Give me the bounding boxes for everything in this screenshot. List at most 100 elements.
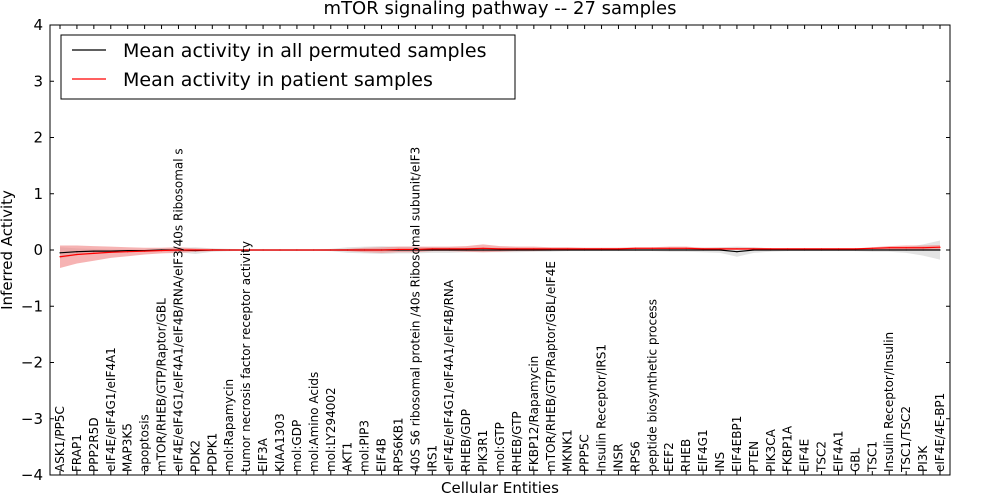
category-label: FKBP1A [781,425,795,472]
point-series-0 [59,252,61,254]
point-series-1 [668,247,670,249]
category-label: mol:GTP [493,422,507,472]
point-series-1 [364,249,366,251]
point-series-0 [787,249,789,251]
point-series-0 [871,249,873,251]
point-series-1 [380,249,383,251]
category-label: EIF4G1 [696,429,710,472]
point-series-0 [533,249,535,251]
category-label: eIF4E/4E-BP1 [933,393,947,472]
y-tick-label: 4 [33,16,43,34]
category-label: FRAP1 [70,434,84,472]
point-series-1 [313,249,315,251]
point-series-0 [584,249,586,251]
y-tick-label: 1 [33,185,43,203]
point-series-0 [110,250,112,252]
point-series-1 [939,246,941,248]
legend-box [60,34,516,100]
point-series-1 [110,251,112,253]
point-series-0 [93,250,95,252]
point-series-0 [753,249,755,251]
legend-label-patient: Mean activity in patient samples [123,69,433,91]
category-label: PIK3CA [764,428,778,472]
category-label: TSC2 [815,441,829,473]
category-label: mTOR/RHEB/GTP/Raptor/GBL [155,298,169,472]
point-series-1 [533,248,535,250]
point-series-1 [482,247,484,249]
y-tick-label: 0 [33,241,43,259]
category-label: tumor necrosis factor receptor activity [239,241,253,472]
category-label: PI3K [916,445,930,472]
x-axis: ASK1/PP5C FRAP1 PPP2R5D eIF4E/eIF4G1/eIF4A1… [53,25,947,475]
category-label: MAP3K5 [121,423,135,472]
point-series-1 [93,252,95,254]
point-series-1 [397,248,400,251]
category-label: EIF4A1 [831,430,845,472]
point-series-1 [76,253,78,256]
point-series-1 [871,247,873,249]
y-axis: −4 −3 −2 −1 0 1 2 3 4 [21,16,950,484]
category-label: INS [713,452,727,472]
point-series-1 [347,249,349,251]
category-label: RPS6KB1 [391,417,405,472]
point-series-1 [736,248,738,250]
point-series-0 [516,249,518,251]
point-series-1 [448,248,450,250]
point-series-1 [59,256,61,258]
category-label: GBL [848,447,862,472]
category-label: mol:Rapamycin [222,379,236,472]
point-series-0 [431,249,433,251]
category-label: eIF4E/eIF4G1/eIF4A1/eIF4B/RNA [442,279,456,472]
point-series-1 [820,248,823,250]
point-series-1 [211,249,213,251]
category-label: INSR [611,444,625,472]
category-label: EIF4EBP1 [730,416,744,472]
point-series-0 [617,249,620,251]
point-series-0 [719,249,721,251]
point-series-1 [262,249,264,251]
category-label: RHEB [679,439,693,472]
point-series-0 [482,249,484,251]
category-label: mol:Amino Acids [307,372,321,472]
point-series-1 [160,249,163,252]
point-series-0 [685,249,687,251]
point-series-1 [685,247,687,249]
category-label: RHEB/GDP [459,409,473,472]
point-series-1 [753,248,755,250]
point-series-1 [888,247,890,249]
point-series-1 [702,248,704,250]
x-axis-title: Cellular Entities [441,479,559,497]
point-series-1 [837,248,840,250]
category-label: RHEB/GTP [510,411,524,472]
point-series-1 [584,248,586,250]
point-series-0 [76,251,78,253]
legend-label-permuted: Mean activity in all permuted samples [123,40,486,62]
point-series-1 [499,248,501,250]
point-series-0 [634,249,636,251]
category-label: mol:LY294002 [324,387,338,472]
category-label: ASK1/PP5C [53,406,67,472]
point-series-1 [922,247,924,249]
point-series-0 [820,249,823,251]
point-series-1 [465,248,467,250]
point-series-1 [431,248,433,250]
point-series-0 [702,249,704,251]
legend: Mean activity in all permuted samples Me… [60,34,516,100]
category-label: EIF4B [375,438,389,472]
category-label: eIF4E/eIF4G1/eIF4A1 [104,347,118,472]
point-series-1 [550,248,552,250]
point-series-1 [228,249,230,251]
category-label: MKNK1 [561,429,575,472]
point-series-1 [617,248,620,250]
point-series-1 [516,248,518,250]
point-series-1 [719,248,721,250]
category-label: EIF3A [256,437,270,472]
point-series-0 [770,249,772,251]
category-label: KIAA1303 [273,413,287,472]
point-series-1 [600,248,603,250]
point-series-1 [854,248,856,250]
point-series-0 [651,249,653,251]
category-label: PTEN [747,441,761,472]
point-series-1 [330,249,332,251]
